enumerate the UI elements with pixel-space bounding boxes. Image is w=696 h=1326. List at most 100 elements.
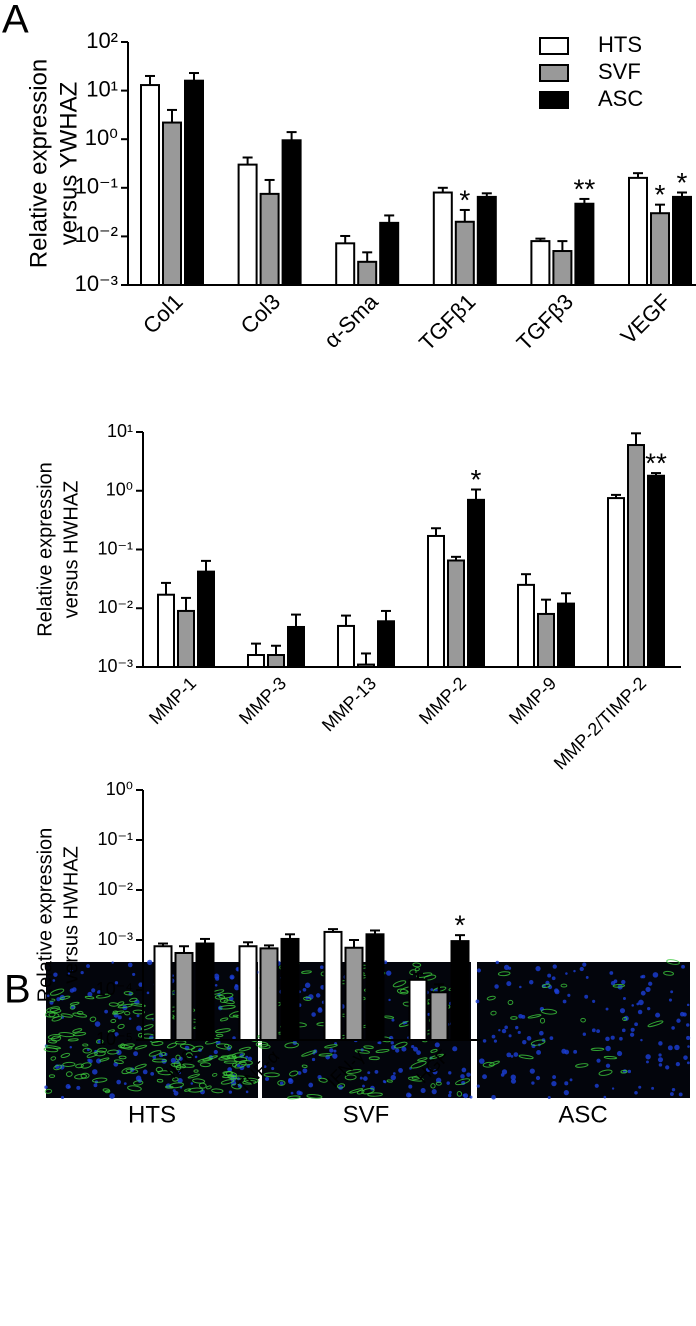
nucleus — [296, 1090, 302, 1096]
bar — [432, 191, 453, 286]
nucleus — [87, 1058, 91, 1062]
bar — [672, 195, 692, 286]
nucleus — [93, 1083, 98, 1088]
fiber — [80, 1062, 92, 1069]
fiber — [218, 1056, 231, 1061]
nucleus — [311, 1012, 316, 1017]
bar — [259, 192, 280, 286]
bar — [237, 163, 258, 286]
nucleus — [671, 1087, 676, 1092]
fiber — [518, 1054, 534, 1060]
nucleus — [236, 1063, 241, 1068]
nucleus — [621, 1028, 626, 1033]
nucleus — [413, 1046, 418, 1052]
nucleus — [431, 1089, 437, 1095]
bar — [365, 933, 385, 1042]
fiber — [647, 1020, 664, 1028]
nucleus — [97, 990, 102, 995]
nucleus — [446, 1081, 450, 1085]
fiber — [575, 1063, 589, 1068]
nucleus — [526, 1036, 532, 1041]
fiber — [215, 1033, 224, 1038]
nucleus — [227, 1067, 233, 1072]
fiber — [590, 1047, 605, 1052]
nucleus — [69, 1045, 72, 1049]
fiber — [50, 1056, 57, 1061]
fiber — [169, 1082, 184, 1089]
y-axis-label: versus HWHAZ — [60, 846, 82, 984]
fiber — [112, 1010, 125, 1015]
nucleus — [416, 1050, 421, 1056]
nucleus — [96, 1058, 102, 1064]
y-tick-label: 10⁻² — [75, 222, 118, 247]
fiber — [134, 1044, 148, 1050]
nucleus — [177, 1077, 183, 1084]
bar — [357, 260, 378, 287]
nucleus — [582, 962, 587, 967]
fiber — [219, 1004, 236, 1010]
fiber — [155, 1066, 163, 1073]
fiber — [46, 1006, 60, 1013]
nucleus — [640, 990, 646, 996]
nucleus — [302, 1068, 308, 1074]
nucleus — [657, 1057, 664, 1063]
nucleus — [594, 1083, 599, 1088]
fiber — [486, 995, 496, 1001]
fiber — [277, 1080, 286, 1086]
fiber — [198, 1082, 207, 1089]
nucleus — [579, 966, 584, 972]
nucleus — [675, 1062, 681, 1067]
nucleus — [498, 1028, 501, 1032]
nucleus — [395, 1048, 400, 1053]
bar — [238, 945, 258, 1042]
bar — [140, 84, 160, 287]
nucleus — [565, 972, 568, 975]
nucleus — [92, 1069, 98, 1075]
fiber — [134, 1063, 147, 1070]
nucleus — [420, 1087, 426, 1094]
nucleus — [245, 1090, 249, 1094]
nucleus — [463, 1093, 469, 1099]
legend-swatch — [539, 64, 569, 82]
fiber — [108, 1002, 119, 1007]
bar — [247, 654, 265, 668]
fiber — [118, 1044, 133, 1050]
nucleus — [279, 1081, 284, 1086]
nucleus — [603, 1095, 607, 1099]
fiber — [120, 1043, 135, 1049]
nucleus — [290, 1091, 294, 1095]
nucleus — [475, 999, 480, 1004]
nucleus — [676, 1018, 681, 1023]
nucleus — [622, 996, 626, 1000]
fiber — [206, 1085, 212, 1090]
fiber — [367, 1092, 383, 1097]
bar — [517, 583, 535, 669]
fiber — [394, 1041, 408, 1049]
fiber — [622, 1016, 628, 1022]
fiber — [47, 1039, 58, 1044]
x-tick-label: TGFβ3 — [512, 289, 578, 355]
fiber — [72, 1031, 87, 1037]
nucleus — [448, 1071, 452, 1075]
fiber — [232, 1062, 238, 1068]
fiber — [408, 1076, 424, 1082]
nucleus — [362, 1084, 365, 1088]
nucleus — [408, 1093, 412, 1098]
y-tick-label: 10¹ — [107, 421, 133, 441]
nucleus — [519, 985, 522, 989]
nucleus — [476, 968, 482, 973]
bar — [447, 559, 465, 668]
fiber — [284, 1042, 299, 1049]
fiber — [222, 1074, 235, 1079]
fiber — [349, 1088, 364, 1094]
fiber — [510, 1016, 518, 1020]
fiber — [69, 1005, 76, 1010]
nucleus — [271, 1067, 275, 1071]
nucleus — [411, 1045, 415, 1049]
fiber — [211, 1088, 224, 1094]
y-tick-label: 10⁰ — [106, 480, 133, 500]
fiber — [82, 1043, 89, 1047]
fiber — [507, 999, 514, 1006]
fiber — [363, 1045, 374, 1049]
